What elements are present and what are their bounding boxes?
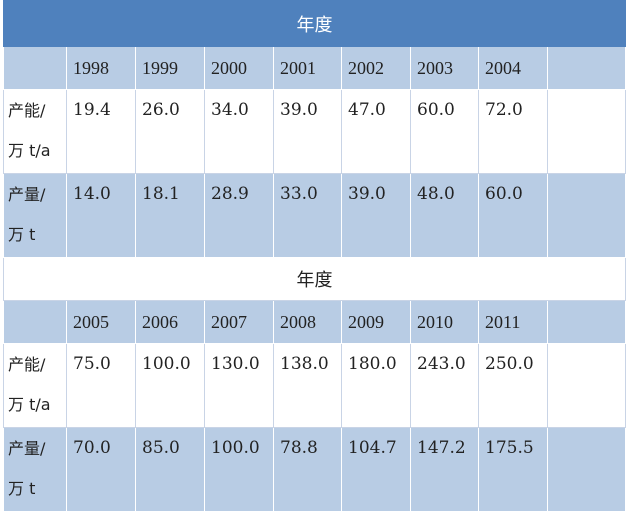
empty-cell <box>546 89 627 174</box>
year-cell: 2005 <box>66 300 136 344</box>
value-cell: 39.0 <box>273 89 342 174</box>
row-label-line: 产量/ <box>8 439 46 458</box>
value-cell: 130.0 <box>204 343 274 428</box>
value-cell: 104.7 <box>341 427 411 512</box>
title-row: 年度 <box>2 257 627 301</box>
value-cell: 100.0 <box>204 427 274 512</box>
title-row: 年度 <box>2 0 627 47</box>
value-cell: 39.0 <box>341 173 411 258</box>
value-cell: 147.2 <box>410 427 479 512</box>
year-cell: 2007 <box>204 300 274 344</box>
value-cell: 47.0 <box>341 89 411 174</box>
row-label-line: 万 t <box>8 225 36 244</box>
year-cell: 2003 <box>410 46 479 90</box>
empty-cell <box>3 300 67 344</box>
value-cell: 18.1 <box>135 173 205 258</box>
empty-cell <box>546 46 627 90</box>
empty-cell <box>546 427 627 512</box>
year-row: 1998 1999 2000 2001 2002 2003 2004 <box>3 46 627 90</box>
year-cell: 2011 <box>478 300 548 344</box>
row-label: 产能/万 t/a <box>3 89 67 174</box>
year-cell: 2006 <box>135 300 205 344</box>
value-cell: 26.0 <box>135 89 205 174</box>
row-label-line: 产量/ <box>8 185 46 204</box>
value-cell: 19.4 <box>66 89 136 174</box>
value-cell: 28.9 <box>204 173 274 258</box>
value-cell: 34.0 <box>204 89 274 174</box>
data-row: 产能/万 t/a 75.0 100.0 130.0 138.0 180.0 243.0 250… <box>3 343 627 428</box>
row-label-line: 万 t/a <box>8 141 51 160</box>
row-label-line: 产能/ <box>8 101 46 120</box>
value-cell: 75.0 <box>66 343 136 428</box>
row-label-line: 万 t <box>8 479 36 498</box>
value-cell: 85.0 <box>135 427 205 512</box>
value-cell: 14.0 <box>66 173 136 258</box>
value-cell: 250.0 <box>478 343 548 428</box>
value-cell: 180.0 <box>341 343 411 428</box>
year-cell: 1998 <box>66 46 136 90</box>
year-cell: 1999 <box>135 46 205 90</box>
section-title: 年度 <box>2 0 627 47</box>
year-cell: 2010 <box>410 300 479 344</box>
row-label-line: 万 t/a <box>8 395 51 414</box>
year-row: 2005 2006 2007 2008 2009 2010 2011 <box>3 300 627 344</box>
value-cell: 60.0 <box>478 173 548 258</box>
value-cell: 100.0 <box>135 343 205 428</box>
value-cell: 70.0 <box>66 427 136 512</box>
empty-cell <box>546 173 627 258</box>
value-cell: 48.0 <box>410 173 479 258</box>
data-row: 产能/万 t/a 19.4 26.0 34.0 39.0 47.0 60.0 72.0 <box>3 89 627 174</box>
empty-cell <box>546 343 627 428</box>
value-cell: 33.0 <box>273 173 342 258</box>
year-cell: 2001 <box>273 46 342 90</box>
value-cell: 175.5 <box>478 427 548 512</box>
section-title: 年度 <box>2 257 627 301</box>
data-row: 产量/万 t 14.0 18.1 28.9 33.0 39.0 48.0 60.0 <box>3 173 627 258</box>
year-cell: 2008 <box>273 300 342 344</box>
year-cell: 2002 <box>341 46 411 90</box>
row-label: 产量/万 t <box>3 173 67 258</box>
data-row: 产量/万 t 70.0 85.0 100.0 78.8 104.7 147.2 175.5 <box>3 427 627 512</box>
empty-cell <box>546 300 627 344</box>
year-cell: 2004 <box>478 46 548 90</box>
row-label-line: 产能/ <box>8 355 46 374</box>
value-cell: 138.0 <box>273 343 342 428</box>
value-cell: 78.8 <box>273 427 342 512</box>
value-cell: 60.0 <box>410 89 479 174</box>
row-label: 产量/万 t <box>3 427 67 512</box>
empty-cell <box>3 46 67 90</box>
row-label: 产能/万 t/a <box>3 343 67 428</box>
value-cell: 243.0 <box>410 343 479 428</box>
year-cell: 2000 <box>204 46 274 90</box>
value-cell: 72.0 <box>478 89 548 174</box>
year-cell: 2009 <box>341 300 411 344</box>
